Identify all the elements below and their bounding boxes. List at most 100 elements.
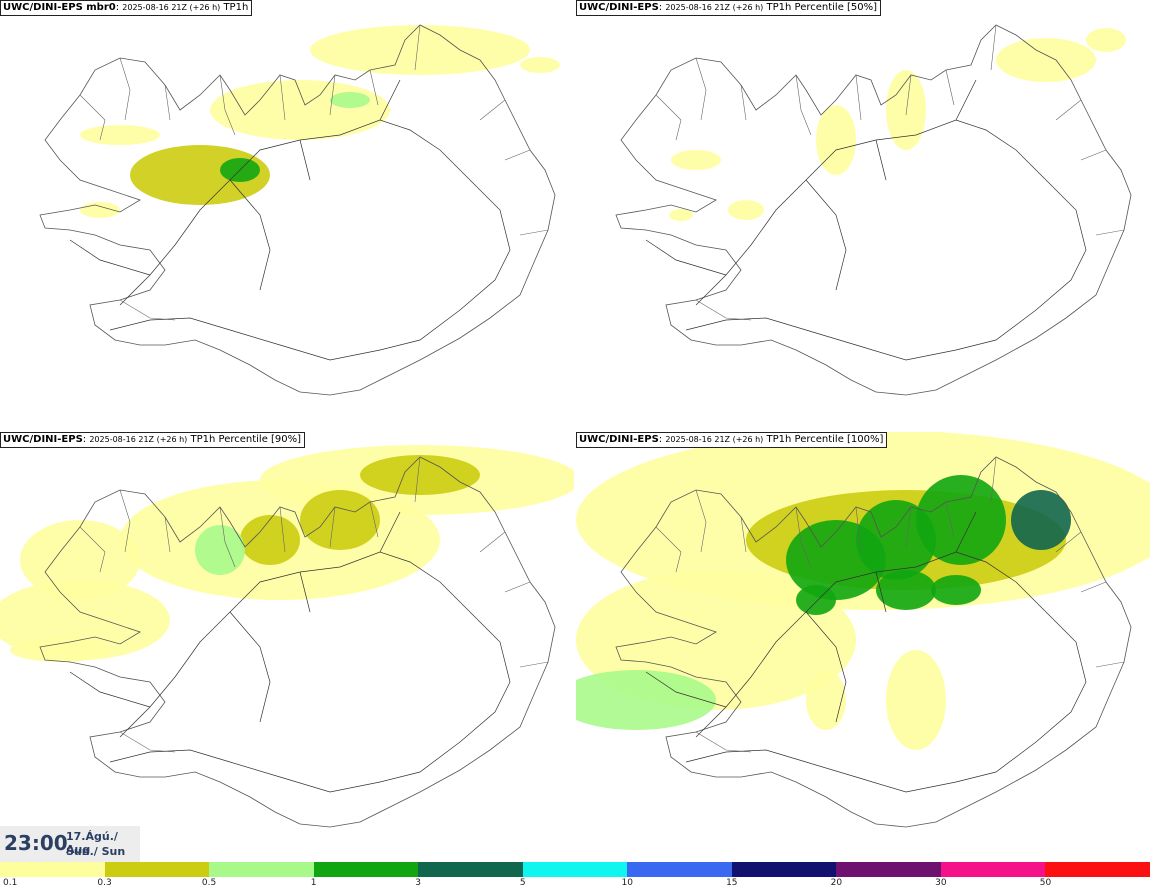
precip-area [310, 25, 530, 75]
road-line [955, 511, 977, 553]
fjord-line [990, 24, 997, 71]
panel-title: UWC/DINI-EPS: 2025-08-16 21Z (+26 h) TP1… [0, 432, 306, 448]
precip-area [669, 209, 693, 221]
fjord-line [1080, 581, 1107, 593]
fjord-line [504, 149, 531, 161]
fjord-line [119, 299, 176, 321]
colorbar-label: 20 [830, 878, 843, 888]
fjord-line [479, 531, 506, 553]
model-label: UWC/DINI-EPS [3, 434, 83, 445]
fjord-line [1095, 661, 1125, 668]
precip-area [931, 575, 981, 605]
colorbar-segment [1045, 862, 1150, 877]
panel-top-left: UWC/DINI-EPS mbr0: 2025-08-16 21Z (+26 h… [0, 0, 575, 431]
precip-area [996, 38, 1096, 82]
fjord-line [945, 501, 955, 538]
fjord-line [504, 581, 531, 593]
init-time: 2025-08-16 21Z (+26 h) [122, 3, 221, 12]
coastline [39, 24, 556, 396]
colorbar-label: 10 [621, 878, 633, 888]
precip-area [330, 92, 370, 108]
fjord-line [795, 74, 812, 136]
road-line [299, 139, 311, 181]
road-line [109, 119, 511, 361]
fjord-line [479, 99, 506, 121]
valid-date-line2: Sun./ Sun [66, 845, 126, 858]
fjord-line [795, 506, 812, 568]
precip-area [876, 570, 936, 610]
map-top-right [615, 24, 1132, 396]
fjord-line [119, 489, 131, 553]
coastline [39, 456, 556, 828]
fjord-line [329, 74, 336, 116]
fjord-line [369, 501, 379, 538]
precip-area [360, 455, 480, 495]
road-line [299, 571, 311, 613]
colorbar-label: 5 [519, 878, 526, 888]
road-line [229, 179, 271, 291]
precip-area [1011, 490, 1071, 550]
road-line [379, 511, 401, 553]
road-line [955, 79, 977, 121]
panel-title: UWC/DINI-EPS mbr0: 2025-08-16 21Z (+26 h… [0, 0, 253, 16]
colorbar-segment [209, 862, 314, 877]
precip-area [80, 125, 160, 145]
fjord-line [1080, 149, 1107, 161]
colorbar-segment [836, 862, 941, 877]
map-bottom-left [0, 445, 575, 828]
fjord-line [119, 57, 131, 121]
colorbar-label: 0.1 [3, 878, 18, 888]
colorbar-segment [731, 862, 837, 877]
panel-title: UWC/DINI-EPS: 2025-08-16 21Z (+26 h) TP1… [576, 432, 888, 448]
colorbar [0, 862, 1150, 877]
precip-area [816, 105, 856, 175]
fjord-line [905, 74, 912, 116]
fjord-line [219, 506, 236, 568]
fjord-line [164, 516, 171, 553]
field-label: TP1h Percentile [100%] [766, 434, 884, 445]
colorbar-segment [627, 862, 732, 877]
precip-area [1086, 28, 1126, 52]
fjord-line [279, 506, 286, 553]
precip-area [796, 585, 836, 615]
colorbar-segment [418, 862, 523, 877]
fjord-line [219, 74, 236, 136]
colorbar-segment [940, 862, 1046, 877]
road-line [805, 179, 847, 291]
fjord-line [329, 506, 336, 548]
colorbar-segment [104, 862, 210, 877]
colorbar-label: 0.3 [97, 878, 112, 888]
road-line [69, 239, 151, 276]
precip-area [886, 650, 946, 750]
road-line [875, 139, 887, 181]
fjord-line [79, 94, 106, 141]
road-line [645, 239, 727, 276]
fjord-line [655, 526, 682, 573]
fjord-line [119, 731, 176, 753]
precip-area [300, 490, 380, 550]
precip-area [576, 670, 716, 730]
fjord-line [414, 456, 421, 503]
init-time: 2025-08-16 21Z (+26 h) [89, 435, 188, 444]
init-time: 2025-08-16 21Z (+26 h) [665, 435, 764, 444]
field-label: TP1h Percentile [90%] [190, 434, 302, 445]
colorbar-segment [522, 862, 628, 877]
precip-area [520, 57, 560, 73]
colorbar-label: 50 [1039, 878, 1052, 888]
fjord-line [855, 506, 862, 553]
field-label: TP1h Percentile [50%] [766, 2, 878, 13]
fjord-line [79, 526, 106, 573]
fjord-line [164, 84, 171, 121]
colorbar-label: 0.5 [201, 878, 217, 888]
valid-date-line1: 17.Ágú./ Aug [66, 830, 118, 856]
fjord-line [695, 731, 752, 753]
colorbar-segment [313, 862, 419, 877]
colorbar-label: 3 [415, 878, 422, 888]
fjord-line [695, 489, 707, 553]
road-line [645, 671, 727, 708]
coastline [615, 456, 1132, 828]
fjord-line [855, 74, 862, 121]
init-time: 2025-08-16 21Z (+26 h) [665, 3, 764, 12]
model-label: UWC/DINI-EPS mbr0 [3, 2, 116, 13]
road-line [805, 611, 847, 723]
